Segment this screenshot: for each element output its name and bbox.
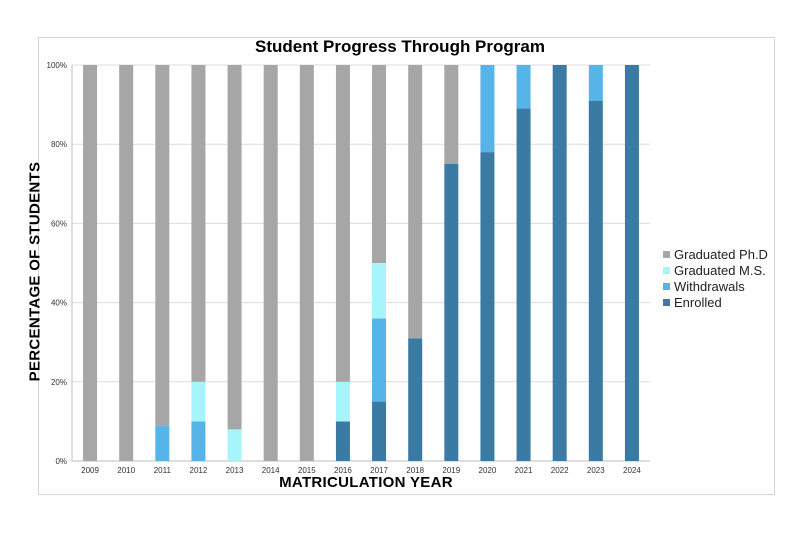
x-tick-label: 2023 — [587, 466, 605, 475]
bar-graduated-ph-d-2015 — [299, 65, 314, 461]
bar-graduated-m-s-2017 — [372, 263, 387, 319]
bar-enrolled-2022 — [552, 65, 567, 461]
bar-withdrawals-2021 — [516, 65, 531, 109]
bar-enrolled-2021 — [516, 108, 531, 461]
y-tick-label: 40% — [51, 299, 67, 308]
x-tick-label: 2013 — [226, 466, 244, 475]
bar-enrolled-2019 — [444, 164, 459, 461]
legend-item: Enrolled — [663, 294, 768, 310]
bar-graduated-ph-d-2009 — [83, 65, 98, 461]
x-tick-label: 2022 — [551, 466, 569, 475]
bar-graduated-ph-d-2011 — [155, 65, 170, 426]
x-tick-label: 2015 — [298, 466, 316, 475]
legend-item: Graduated M.S. — [663, 262, 768, 278]
bar-enrolled-2016 — [335, 421, 350, 461]
x-tick-label: 2014 — [262, 466, 280, 475]
x-tick-label: 2024 — [623, 466, 641, 475]
y-tick-label: 20% — [51, 378, 67, 387]
bar-enrolled-2024 — [624, 65, 639, 461]
x-tick-label: 2018 — [406, 466, 424, 475]
x-tick-label: 2010 — [117, 466, 135, 475]
x-tick-label: 2012 — [190, 466, 208, 475]
bar-enrolled-2017 — [372, 401, 387, 461]
legend-swatch — [663, 250, 670, 258]
bar-withdrawals-2017 — [372, 318, 387, 402]
legend: Graduated Ph.D Graduated M.S. Withdrawals E… — [663, 246, 768, 310]
x-tick-label: 2020 — [479, 466, 497, 475]
bar-graduated-m-s-2016 — [335, 381, 350, 422]
bar-graduated-m-s-2012 — [191, 381, 206, 422]
bar-graduated-ph-d-2017 — [372, 65, 387, 263]
legend-label: Graduated Ph.D — [674, 246, 768, 262]
y-tick-label: 100% — [47, 61, 67, 70]
bar-graduated-ph-d-2010 — [119, 65, 134, 461]
x-axis-label: MATRICULATION YEAR — [279, 474, 453, 491]
x-tick-label: 2016 — [334, 466, 352, 475]
y-tick-label: 80% — [51, 140, 67, 149]
legend-label: Enrolled — [674, 294, 722, 310]
legend-label: Withdrawals — [674, 278, 745, 294]
bar-withdrawals-2023 — [588, 65, 603, 101]
bar-enrolled-2020 — [480, 152, 495, 461]
bar-withdrawals-2011 — [155, 425, 170, 461]
x-tick-label: 2021 — [515, 466, 533, 475]
bar-graduated-m-s-2013 — [227, 429, 242, 461]
legend-swatch — [663, 282, 670, 290]
y-tick-label: 60% — [51, 219, 67, 228]
legend-label: Graduated M.S. — [674, 262, 766, 278]
bar-graduated-ph-d-2018 — [408, 65, 423, 339]
chart-title: Student Progress Through Program — [255, 37, 545, 56]
bar-enrolled-2023 — [588, 100, 603, 461]
x-tick-label: 2019 — [442, 466, 460, 475]
bar-graduated-ph-d-2012 — [191, 65, 206, 382]
bar-enrolled-2018 — [408, 338, 423, 461]
bar-withdrawals-2012 — [191, 421, 206, 461]
bar-graduated-ph-d-2014 — [263, 65, 278, 461]
legend-item: Withdrawals — [663, 278, 768, 294]
x-tick-label: 2011 — [154, 466, 172, 475]
legend-swatch — [663, 266, 670, 274]
y-tick-label: 0% — [55, 457, 67, 466]
bar-graduated-ph-d-2019 — [444, 65, 459, 164]
legend-item: Graduated Ph.D — [663, 246, 768, 262]
x-tick-label: 2017 — [370, 466, 388, 475]
legend-swatch — [663, 298, 670, 306]
bar-graduated-ph-d-2013 — [227, 65, 242, 430]
bar-graduated-ph-d-2016 — [335, 65, 350, 382]
bar-withdrawals-2020 — [480, 65, 495, 153]
x-tick-label: 2009 — [81, 466, 99, 475]
